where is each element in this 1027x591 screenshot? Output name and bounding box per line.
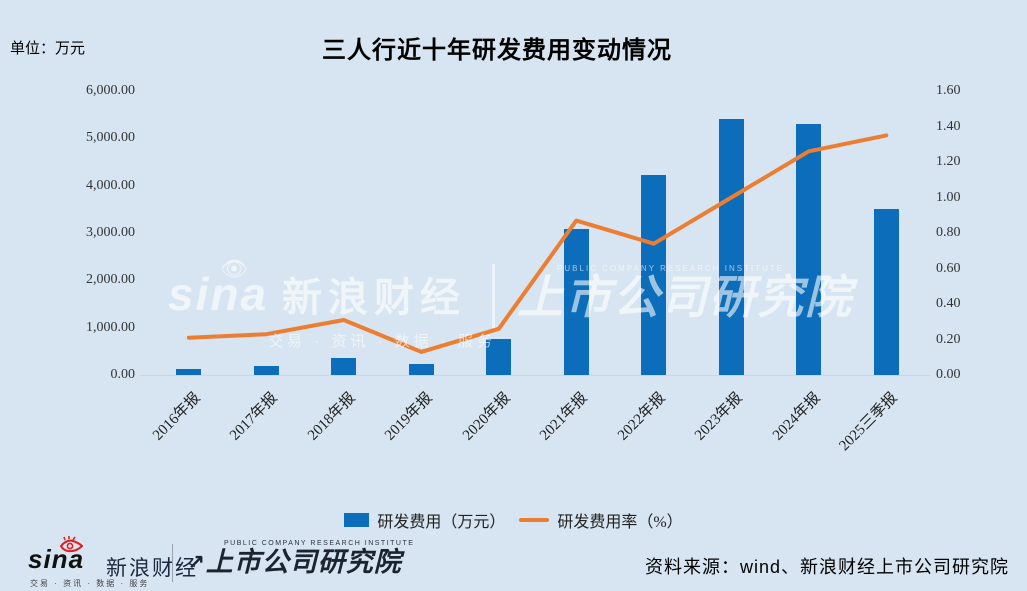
bar-2024年报 [796, 124, 822, 375]
right-axis-tick: 0.40 [936, 296, 961, 311]
unit-label: 单位：万元 [10, 41, 86, 57]
bar-2018年报 [331, 357, 357, 375]
line-legend-swatch [519, 518, 550, 522]
x-axis-label-2020年报: 2020年报 [459, 389, 514, 444]
chart-legend: 研发费用（万元） 研发费用率（%） [0, 508, 1027, 532]
x-axis-label-2025三季报: 2025三季报 [836, 389, 901, 455]
bar-2020年报 [486, 339, 512, 375]
footer-divider [172, 544, 173, 582]
line-series [186, 133, 889, 354]
bar-legend-label: 研发费用（万元） [377, 514, 506, 531]
left-axis-tick: 3,000.00 [86, 225, 135, 240]
legend-item-line: 研发费用率（%） [519, 508, 683, 532]
footer-sina-tagline: 交易 · 资讯 · 数据 · 服务 [30, 579, 150, 588]
right-axis-tick: 0.00 [936, 367, 961, 382]
legend-item-bar: 研发费用（万元） [344, 508, 505, 532]
right-axis-tick: 0.20 [936, 331, 961, 347]
x-axis-label-2022年报: 2022年报 [614, 389, 669, 444]
right-axis-tick: 0.60 [936, 260, 961, 276]
chart-title: 三人行近十年研发费用变动情况 [322, 37, 672, 64]
x-axis-label-2016年报: 2016年报 [149, 389, 204, 444]
arrow-up-right-icon: ↗ [188, 551, 206, 573]
x-axis-label-2019年报: 2019年报 [382, 389, 436, 444]
bar-2022年报 [641, 174, 667, 375]
x-axis-label-2021年报: 2021年报 [537, 389, 591, 444]
left-axis-tick: 1,000.00 [86, 319, 135, 335]
left-axis-tick: 4,000.00 [86, 177, 135, 193]
right-axis-tick: 1.40 [936, 118, 961, 134]
left-axis-tick: 6,000.00 [86, 83, 135, 98]
x-axis-label-2024年报: 2024年报 [769, 389, 824, 444]
footer-institute-en: PUBLIC COMPANY RESEARCH INSTITUTE [224, 540, 415, 547]
footer-sina-brand: 新浪财经 [106, 557, 198, 580]
right-axis-tick: 1.00 [936, 189, 961, 205]
footer-institute-text: 上市公司研究院 [205, 547, 402, 577]
rate-line [186, 133, 889, 354]
bar-2017年报 [253, 365, 279, 375]
x-axis-label-2023年报: 2023年报 [692, 389, 746, 444]
line-legend-label: 研发费用率（%） [557, 514, 683, 531]
bar-2025三季报 [873, 209, 899, 375]
bar-2019年报 [408, 363, 434, 375]
footer-institute-logo: PUBLIC COMPANY RESEARCH INSTITUTE ↗上市公司研… [188, 540, 414, 577]
x-axis-label-2017年报: 2017年报 [227, 389, 281, 444]
sina-eye-icon [58, 536, 84, 559]
right-axis-tick: 0.80 [936, 225, 961, 240]
left-axis-tick: 0.00 [110, 367, 136, 382]
footer-sina-logo: sina 新浪财经 交易 · 资讯 · 数据 · 服务 [28, 536, 196, 588]
footer-institute-cn: ↗上市公司研究院 [188, 547, 414, 577]
right-axis-tick: 1.60 [936, 83, 961, 98]
data-source: 资料来源：wind、新浪财经上市公司研究院 [644, 557, 1009, 577]
right-axis-tick: 1.20 [936, 154, 961, 169]
footer: sina 新浪财经 交易 · 资讯 · 数据 · 服务 PUBLIC COMPA… [0, 536, 1027, 591]
x-axis-line [140, 375, 930, 376]
x-axis-label-2018年报: 2018年报 [304, 389, 359, 444]
bar-2016年报 [176, 369, 202, 375]
bar-2023年报 [718, 119, 744, 375]
left-axis-tick: 2,000.00 [86, 272, 135, 288]
bar-legend-swatch [344, 513, 370, 527]
bar-2021年报 [563, 229, 589, 375]
left-axis-tick: 5,000.00 [86, 130, 135, 146]
